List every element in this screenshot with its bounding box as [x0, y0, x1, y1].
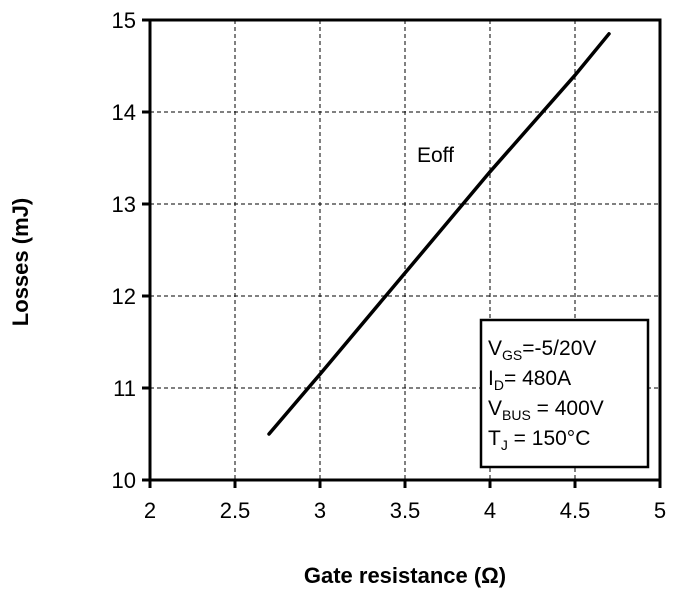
x-tick-label: 5: [654, 498, 666, 523]
series-line-eoff: [267, 32, 611, 436]
y-tick-label: 12: [112, 284, 136, 309]
condition-tj: TJ = 150°C: [488, 427, 590, 453]
condition-id: ID= 480A: [488, 367, 571, 393]
condition-vgs: VGS=-5/20V: [488, 337, 596, 363]
x-tick-label: 4.5: [560, 498, 591, 523]
x-tick-label: 3.5: [390, 498, 421, 523]
y-tick-label: 11: [113, 376, 136, 401]
series-label-eoff: Eoff: [417, 144, 454, 167]
x-tick-label: 2.5: [220, 498, 251, 523]
y-axis-label: Losses (mJ): [8, 198, 33, 326]
y-tick-label: 14: [112, 100, 136, 125]
condition-vbus: VBUS = 400V: [488, 397, 604, 423]
x-tick-label: 3: [314, 498, 326, 523]
conditions-box: VGS=-5/20V ID= 480A VBUS = 400V TJ = 150…: [479, 318, 650, 469]
y-tick-label: 15: [112, 8, 136, 33]
y-tick-label: 13: [112, 192, 136, 217]
x-tick-label: 2: [144, 498, 156, 523]
x-tick-label: 4: [484, 498, 496, 523]
x-axis-label: Gate resistance (Ω): [304, 563, 506, 588]
series-eoff: [267, 32, 611, 436]
y-tick-label: 10: [112, 468, 136, 493]
grid: [150, 20, 660, 480]
